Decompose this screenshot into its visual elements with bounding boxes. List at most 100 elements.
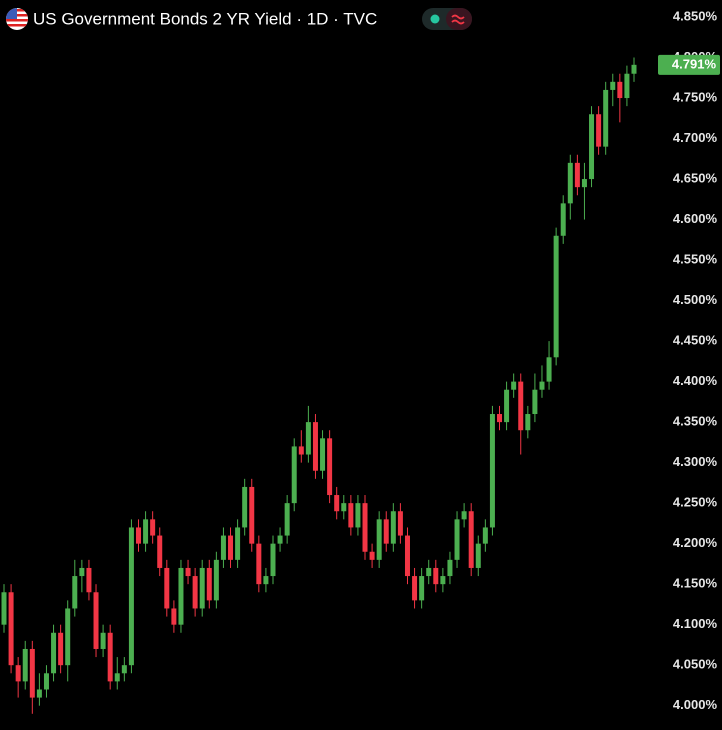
y-tick-label: 4.150% bbox=[673, 576, 718, 591]
last-price-tag: 4.791% bbox=[658, 54, 720, 75]
y-tick-label: 4.850% bbox=[673, 8, 718, 23]
y-tick-label: 4.500% bbox=[673, 292, 718, 307]
candle-body bbox=[482, 527, 488, 544]
candle-body bbox=[440, 576, 446, 585]
candle-body bbox=[581, 179, 587, 188]
y-tick-label: 4.550% bbox=[673, 252, 718, 267]
candle-body bbox=[525, 414, 531, 431]
candle-body bbox=[277, 535, 283, 544]
candle-body bbox=[15, 665, 21, 682]
candle-body bbox=[235, 527, 241, 560]
candle-body bbox=[93, 592, 99, 649]
y-tick-label: 4.200% bbox=[673, 535, 718, 550]
y-tick-label: 4.600% bbox=[673, 211, 718, 226]
candle-body bbox=[79, 567, 85, 577]
candle-body bbox=[135, 527, 141, 544]
candle-body bbox=[511, 381, 517, 390]
candle-body bbox=[22, 648, 28, 682]
candle-body bbox=[433, 567, 439, 585]
candle-body bbox=[489, 414, 495, 528]
candle-body bbox=[114, 673, 120, 682]
y-tick-label: 4.750% bbox=[673, 89, 718, 104]
candle-body bbox=[518, 381, 524, 431]
candle-body bbox=[206, 567, 212, 601]
candle-body bbox=[546, 357, 552, 382]
candle-body bbox=[185, 567, 191, 577]
candle-body bbox=[150, 519, 156, 536]
candle-body bbox=[8, 592, 14, 666]
candle-body bbox=[242, 486, 248, 528]
candle-body bbox=[263, 576, 269, 585]
candle-body bbox=[270, 543, 276, 577]
candle-body bbox=[376, 519, 382, 560]
y-tick-label: 4.700% bbox=[673, 130, 718, 145]
candle-body bbox=[454, 519, 460, 560]
candle-body bbox=[348, 503, 354, 528]
candle-body bbox=[143, 519, 149, 544]
candle-body bbox=[178, 567, 184, 625]
candle-body bbox=[100, 632, 106, 649]
y-tick-label: 4.400% bbox=[673, 373, 718, 388]
price-axis: 4.850%4.800%4.750%4.700%4.650%4.600%4.55… bbox=[658, 8, 717, 712]
y-tick-label: 4.250% bbox=[673, 495, 718, 510]
candle-body bbox=[404, 535, 410, 577]
y-tick-label: 4.000% bbox=[673, 697, 718, 712]
header: US Government Bonds 2 YR Yield · 1D · TV… bbox=[6, 8, 472, 30]
candle-body bbox=[419, 576, 425, 601]
candle-body bbox=[249, 486, 255, 544]
candle-body bbox=[468, 511, 474, 568]
candle-body bbox=[192, 576, 198, 609]
y-tick-label: 4.450% bbox=[673, 333, 718, 348]
candle-body bbox=[461, 511, 467, 520]
candle-body bbox=[128, 527, 134, 666]
y-tick-label: 4.300% bbox=[673, 454, 718, 469]
candle-body bbox=[369, 551, 375, 560]
candle-body bbox=[86, 567, 92, 593]
candle-body bbox=[107, 632, 113, 682]
candle-body bbox=[291, 446, 297, 504]
candle-body bbox=[43, 673, 49, 690]
candle-body bbox=[65, 608, 71, 666]
candle-body bbox=[617, 81, 623, 99]
candle-body bbox=[539, 381, 545, 390]
candle-body bbox=[213, 559, 219, 601]
candle-body bbox=[284, 503, 290, 536]
last-price-label: 4.791% bbox=[672, 56, 717, 71]
candle-body bbox=[121, 665, 127, 674]
candle-body bbox=[383, 519, 389, 544]
candle-body bbox=[560, 203, 566, 236]
candle-body bbox=[574, 162, 580, 188]
last-price-box bbox=[658, 54, 720, 75]
candle-body bbox=[504, 389, 510, 423]
candle-body bbox=[305, 422, 311, 455]
candle-body bbox=[532, 389, 538, 415]
candle-body bbox=[596, 114, 602, 147]
candle-body bbox=[397, 511, 403, 536]
candle-body bbox=[29, 648, 35, 698]
candle-body bbox=[631, 64, 637, 74]
candle-body bbox=[220, 535, 226, 560]
candle-body bbox=[334, 495, 340, 512]
candle-body bbox=[171, 608, 177, 625]
status-pill[interactable] bbox=[422, 8, 472, 30]
candle-body bbox=[475, 543, 481, 568]
flag-icon bbox=[6, 8, 28, 30]
candle-body bbox=[362, 503, 368, 552]
candle-body bbox=[164, 567, 170, 609]
candle-body bbox=[298, 446, 304, 455]
candle-body bbox=[497, 414, 503, 423]
candle-body bbox=[312, 422, 318, 471]
candle-body bbox=[51, 632, 57, 674]
candle-body bbox=[447, 559, 453, 577]
candle-body bbox=[1, 592, 7, 625]
candle-body bbox=[553, 235, 559, 358]
y-tick-label: 4.100% bbox=[673, 616, 718, 631]
candle-body bbox=[256, 543, 262, 585]
candle-body bbox=[157, 535, 163, 568]
chart-title: US Government Bonds 2 YR Yield · 1D · TV… bbox=[33, 9, 377, 28]
candle-body bbox=[589, 114, 595, 180]
candle-body bbox=[426, 567, 432, 577]
candle-body bbox=[72, 576, 78, 609]
